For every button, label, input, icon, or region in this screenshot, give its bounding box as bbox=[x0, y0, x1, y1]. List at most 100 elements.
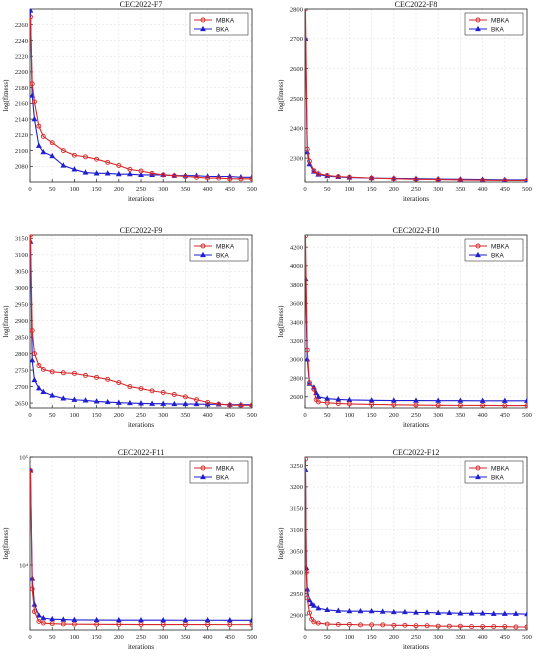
data-point-mbka bbox=[435, 402, 441, 408]
legend-marker-bka bbox=[200, 251, 206, 258]
data-point-mbka bbox=[305, 457, 308, 462]
data-point-mbka bbox=[305, 146, 310, 152]
data-point-mbka bbox=[306, 380, 312, 386]
data-point-mbka bbox=[335, 401, 341, 406]
y-tick-label: 2500 bbox=[290, 96, 304, 103]
data-point-bka bbox=[435, 397, 442, 403]
data-point-bka bbox=[126, 170, 133, 177]
legend: MBKA BKA bbox=[189, 238, 249, 262]
data-point-bka bbox=[501, 397, 508, 403]
series-mbka bbox=[305, 457, 527, 630]
data-point-bka bbox=[40, 614, 47, 621]
x-tick-label: 50 bbox=[49, 634, 56, 641]
y-tick-label: 2800 bbox=[290, 375, 304, 382]
data-point-mbka bbox=[369, 401, 375, 407]
data-point-mbka bbox=[305, 9, 308, 12]
data-point-mbka bbox=[249, 622, 252, 628]
x-tick-label: 450 bbox=[500, 634, 511, 641]
data-point-bka bbox=[324, 606, 331, 613]
x-tick-label: 450 bbox=[225, 634, 236, 641]
data-point-mbka bbox=[380, 622, 386, 628]
y-tick-label: 2950 bbox=[15, 302, 29, 309]
data-point-bka bbox=[249, 617, 252, 623]
x-tick-label: 200 bbox=[114, 412, 125, 419]
data-point-mbka bbox=[435, 623, 441, 629]
data-point-mbka bbox=[149, 170, 155, 176]
legend: MBKA BKA bbox=[464, 12, 524, 36]
data-point-mbka bbox=[311, 619, 317, 625]
legend-label-mbka: MBKA bbox=[491, 465, 510, 472]
legend-marker-mbka bbox=[200, 465, 206, 471]
series-mbka bbox=[30, 235, 252, 408]
data-point-mbka bbox=[160, 390, 166, 395]
data-point-mbka bbox=[49, 621, 55, 627]
data-point-mbka bbox=[457, 623, 463, 629]
data-point-mbka bbox=[306, 610, 312, 616]
x-tick-label: 450 bbox=[500, 186, 511, 193]
data-point-mbka bbox=[31, 99, 37, 105]
legend-label-mbka: MBKA bbox=[216, 243, 235, 250]
x-tick-label: 500 bbox=[522, 186, 533, 193]
data-point-mbka bbox=[480, 177, 486, 182]
data-point-mbka bbox=[127, 166, 133, 172]
data-point-mbka bbox=[116, 163, 122, 168]
data-point-mbka bbox=[205, 399, 211, 405]
data-point-bka bbox=[30, 356, 36, 363]
y-tick-label: 3000 bbox=[290, 357, 304, 364]
y-tick-label: 3600 bbox=[290, 301, 304, 308]
data-point-mbka bbox=[305, 595, 310, 601]
data-point-bka bbox=[126, 399, 133, 406]
y-tick-label: 2650 bbox=[15, 400, 29, 407]
series-mbka bbox=[305, 9, 527, 182]
y-tick-label: 3150 bbox=[290, 506, 304, 513]
data-point-mbka bbox=[306, 158, 312, 164]
data-point-mbka bbox=[60, 621, 66, 627]
x-tick-label: 300 bbox=[433, 186, 444, 193]
x-tick-label: 250 bbox=[411, 186, 422, 193]
series-line-mbka bbox=[30, 470, 252, 626]
data-point-mbka bbox=[391, 176, 397, 182]
y-tick-label: 2120 bbox=[15, 132, 29, 139]
data-point-mbka bbox=[194, 397, 199, 403]
data-point-mbka bbox=[30, 586, 35, 592]
data-point-mbka bbox=[346, 174, 352, 180]
y-tick-label: 2080 bbox=[15, 164, 29, 171]
y-tick-label: 2200 bbox=[15, 69, 29, 76]
y-tick-label: 2240 bbox=[15, 38, 29, 45]
data-point-bka bbox=[40, 148, 47, 155]
x-tick-label: 100 bbox=[69, 634, 80, 641]
data-point-bka bbox=[71, 396, 78, 402]
data-point-mbka bbox=[49, 140, 55, 146]
data-point-mbka bbox=[127, 384, 133, 390]
x-tick-label: 150 bbox=[367, 634, 378, 641]
series-mbka bbox=[30, 14, 252, 182]
data-point-bka bbox=[368, 607, 375, 614]
data-point-mbka bbox=[149, 388, 155, 394]
data-point-mbka bbox=[71, 152, 77, 158]
y-tick-label: 10⁴ bbox=[19, 562, 29, 569]
legend-marker-mbka bbox=[200, 17, 206, 23]
data-point-mbka bbox=[335, 174, 341, 180]
data-point-bka bbox=[335, 607, 342, 613]
data-point-mbka bbox=[227, 402, 233, 408]
x-tick-label: 200 bbox=[389, 186, 400, 193]
data-point-mbka bbox=[205, 175, 211, 181]
y-tick-label: 2900 bbox=[15, 318, 29, 325]
data-point-mbka bbox=[83, 154, 88, 160]
y-tick-label: 2800 bbox=[290, 6, 304, 13]
data-point-mbka bbox=[315, 171, 321, 177]
x-tick-label: 350 bbox=[180, 634, 191, 641]
y-tick-label: 3400 bbox=[290, 319, 304, 326]
y-tick-label: 2950 bbox=[290, 591, 304, 598]
data-point-bka bbox=[501, 610, 508, 616]
x-tick-label: 500 bbox=[247, 186, 258, 193]
data-point-mbka bbox=[94, 156, 100, 162]
y-tick-label: 2900 bbox=[290, 612, 304, 619]
y-tick-label: 3050 bbox=[290, 548, 304, 555]
y-tick-label: 2180 bbox=[15, 85, 29, 92]
y-tick-label: 2750 bbox=[15, 367, 29, 374]
data-point-mbka bbox=[480, 403, 486, 408]
data-point-bka bbox=[82, 169, 89, 175]
legend-marker-mbka bbox=[475, 17, 481, 23]
data-point-bka bbox=[49, 152, 56, 159]
